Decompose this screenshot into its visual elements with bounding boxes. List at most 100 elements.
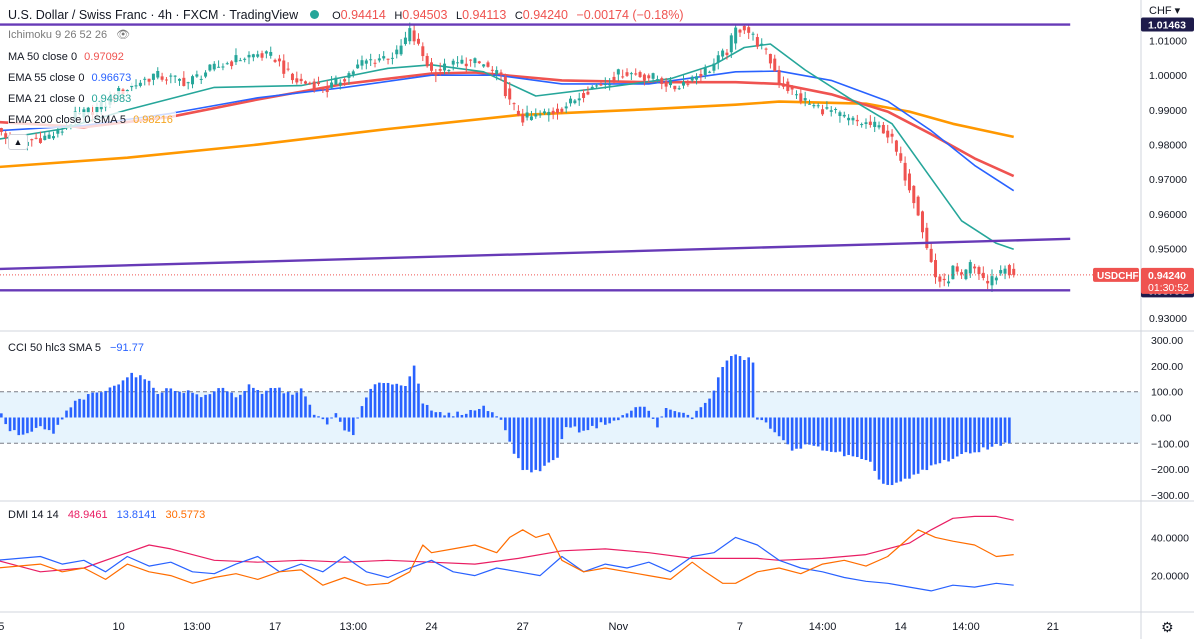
cci-bar xyxy=(777,417,781,437)
candle-body xyxy=(317,82,321,84)
cci-bar xyxy=(508,417,512,442)
price-tick-label: 0.96000 xyxy=(1149,209,1187,221)
candle-body xyxy=(195,74,199,77)
cci-bar xyxy=(30,417,34,432)
candle-body xyxy=(243,58,247,60)
cci-bar xyxy=(612,417,616,421)
cci-bar xyxy=(343,417,346,431)
candle-body xyxy=(95,106,99,113)
candle-body xyxy=(312,81,316,91)
candle-body xyxy=(460,59,464,64)
time-tick-label: 10 xyxy=(113,621,125,633)
cci-bar xyxy=(82,399,86,418)
indicator-label: Ichimoku 9 26 52 26 xyxy=(8,29,108,41)
cci-bar xyxy=(860,417,863,459)
dmi-title: DMI 14 14 xyxy=(8,509,59,521)
candle-body xyxy=(590,86,594,89)
candle-body xyxy=(338,82,342,86)
candle-body xyxy=(464,63,468,67)
cci-bar xyxy=(643,406,646,418)
candle-body xyxy=(217,66,221,68)
cci-bar xyxy=(556,417,559,458)
candle-body xyxy=(34,137,38,139)
candle-body xyxy=(664,81,668,87)
cci-bar xyxy=(317,416,320,418)
candle-body xyxy=(573,100,577,104)
candle-body xyxy=(803,98,807,101)
indicator-ema200[interactable]: EMA 200 close 0 SMA 5 0.98216 xyxy=(8,112,176,128)
candle-body xyxy=(308,82,312,85)
eye-hidden-icon[interactable]: 👁︎ xyxy=(116,29,131,41)
indicator-ma50[interactable]: MA 50 close 0 0.97092 xyxy=(8,49,127,65)
cci-bar xyxy=(929,417,933,466)
cci-value: −91.77 xyxy=(110,342,144,354)
dmi-value-2: 13.8141 xyxy=(116,509,157,521)
collapse-legend-button[interactable]: ▲ xyxy=(8,134,28,150)
cci-bar xyxy=(812,417,816,446)
currency-selector[interactable]: CHF ▾ xyxy=(1149,4,1180,17)
candle-body xyxy=(234,55,238,63)
cci-bar xyxy=(664,408,668,418)
cci-bar xyxy=(365,397,368,418)
cci-bar xyxy=(8,417,12,432)
cci-bar xyxy=(925,417,929,471)
candle-body xyxy=(160,76,164,80)
candle-body xyxy=(894,140,898,152)
current-price-label-bg xyxy=(1141,267,1194,294)
indicator-ichimoku[interactable]: Ichimoku 9 26 52 26 👁︎ xyxy=(8,27,134,43)
indicator-cci[interactable]: CCI 50 hlc3 SMA 5 −91.77 xyxy=(8,340,147,356)
indicator-ema21[interactable]: EMA 21 close 0 0.94983 xyxy=(8,91,135,107)
cci-bar xyxy=(721,366,724,418)
cci-bar xyxy=(165,388,168,418)
candle-body xyxy=(703,67,707,75)
cci-bar xyxy=(968,417,972,454)
candle-body xyxy=(616,69,620,75)
indicator-label: EMA 55 close 0 xyxy=(8,72,85,84)
candle-body xyxy=(503,76,507,97)
cci-bar xyxy=(604,417,607,425)
candle-body xyxy=(673,85,677,90)
cci-bar xyxy=(986,417,989,450)
candle-body xyxy=(947,281,951,284)
candle-body xyxy=(638,72,642,78)
cci-bar xyxy=(178,391,181,418)
candle-body xyxy=(273,59,277,62)
cci-bar xyxy=(234,397,238,418)
indicator-dmi[interactable]: DMI 14 14 48.9461 13.8141 30.5773 xyxy=(8,507,209,523)
candle-body xyxy=(247,54,251,58)
cci-bar xyxy=(882,417,885,484)
dmi-tick-label: 20.0000 xyxy=(1151,571,1189,583)
gear-icon[interactable]: ⚙ xyxy=(1161,619,1174,635)
cci-bar xyxy=(447,412,451,418)
cci-bar xyxy=(864,417,868,461)
cci-bar xyxy=(699,407,703,418)
candle-body xyxy=(712,63,716,71)
cci-bar xyxy=(273,388,277,418)
cci-bar xyxy=(334,413,338,418)
trendlines[interactable] xyxy=(0,23,1140,292)
candle-body xyxy=(534,114,538,117)
candle-body xyxy=(147,78,151,82)
candle-body xyxy=(51,136,55,139)
cci-bar xyxy=(769,417,772,429)
cci-bar xyxy=(304,396,307,418)
indicator-value: 0.97092 xyxy=(84,51,124,63)
cci-bar xyxy=(760,417,764,421)
cci-bar xyxy=(21,417,25,435)
candle-body xyxy=(43,135,47,141)
candle-body xyxy=(191,76,195,85)
symbol-title[interactable]: U.S. Dollar / Swiss Franc · 4h · FXCM · … xyxy=(8,8,299,22)
cci-bar xyxy=(43,417,47,430)
cci-bar xyxy=(995,417,998,444)
cci-bar xyxy=(0,413,3,418)
candle-body xyxy=(451,60,455,65)
indicator-ema55[interactable]: EMA 55 close 0 0.96673 xyxy=(8,70,135,86)
cci-bar xyxy=(217,388,220,418)
candle-body xyxy=(1012,268,1016,275)
cci-bar xyxy=(816,417,820,447)
candle-body xyxy=(286,68,290,70)
cci-bar xyxy=(686,414,690,418)
ema200-line xyxy=(0,100,1014,169)
candle-body xyxy=(999,270,1003,274)
